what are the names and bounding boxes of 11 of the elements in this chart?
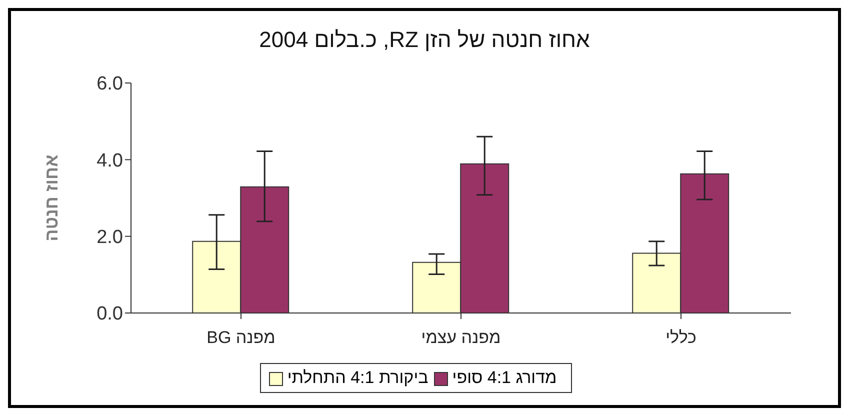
y-tick-label: 4.0	[96, 150, 123, 172]
y-tick-label: 6.0	[96, 74, 123, 95]
legend-label: מדורג 4:1 סופי	[452, 368, 557, 387]
x-tick-label: מפנה עצמי	[421, 328, 501, 347]
y-axis-title: אחוז חנטה	[41, 154, 62, 242]
x-tick-label: כללי	[666, 328, 696, 347]
y-tick-label: 0.0	[96, 304, 123, 325]
x-tick-label: מפנה BG	[206, 328, 276, 347]
y-tick-label: 2.0	[96, 227, 123, 248]
legend-label: ביקורת 4:1 התחלתי	[287, 368, 428, 387]
chart-title: אחוז חנטה של הזן RZ, כ.בלום 2004	[258, 27, 591, 53]
